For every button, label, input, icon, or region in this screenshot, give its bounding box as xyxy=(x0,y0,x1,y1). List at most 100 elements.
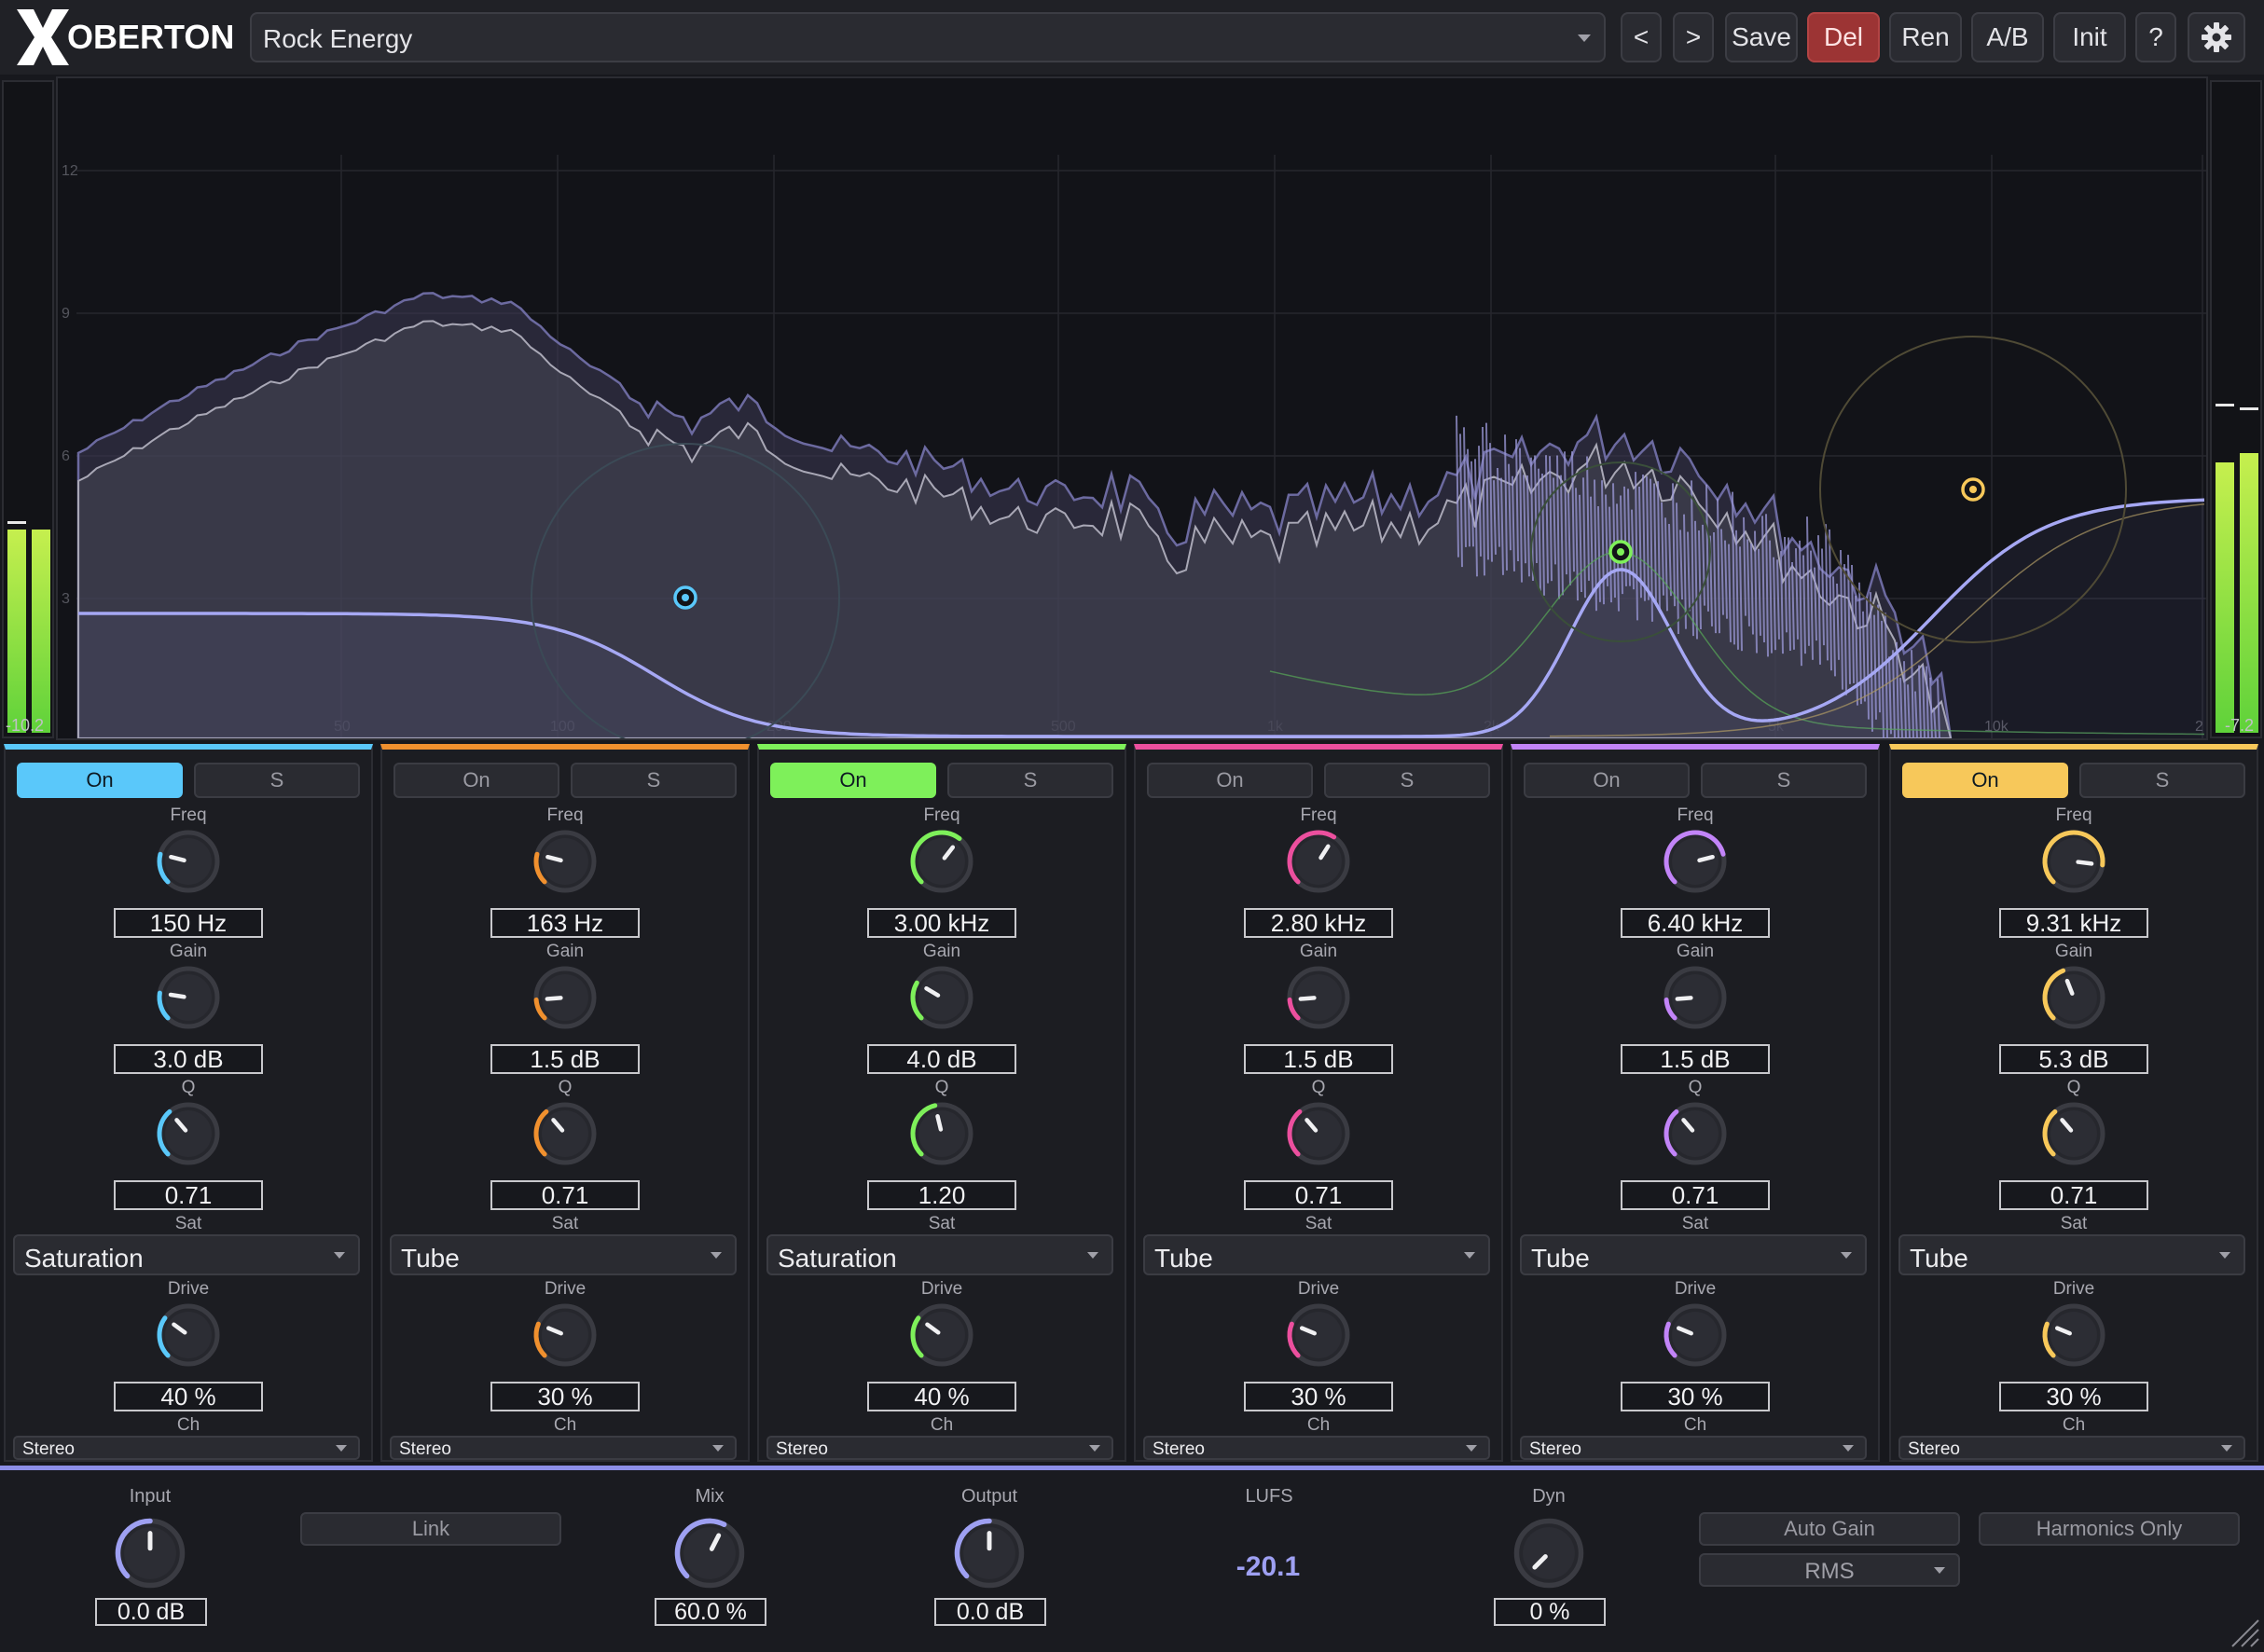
dyn-value[interactable]: 0 % xyxy=(1494,1598,1606,1626)
saturation-type-dropdown[interactable]: Tube xyxy=(1143,1234,1490,1275)
channel-dropdown[interactable]: Stereo xyxy=(13,1436,360,1460)
save-button[interactable]: Save xyxy=(1725,12,1798,62)
q-knob[interactable] xyxy=(1662,1100,1729,1167)
q-value[interactable]: 0.71 xyxy=(490,1180,640,1210)
q-knob[interactable] xyxy=(1285,1100,1352,1167)
freq-value[interactable]: 163 Hz xyxy=(490,908,640,938)
drive-knob[interactable] xyxy=(155,1301,222,1369)
band-on-toggle[interactable]: On xyxy=(1524,763,1690,798)
freq-knob[interactable] xyxy=(155,828,222,895)
output-knob[interactable] xyxy=(952,1516,1027,1590)
band-on-toggle[interactable]: On xyxy=(393,763,559,798)
channel-dropdown[interactable]: Stereo xyxy=(1143,1436,1490,1460)
band-on-toggle[interactable]: On xyxy=(1147,763,1313,798)
gain-value[interactable]: 3.0 dB xyxy=(114,1044,263,1074)
freq-knob[interactable] xyxy=(531,828,599,895)
saturation-type-dropdown[interactable]: Tube xyxy=(1520,1234,1867,1275)
gain-knob[interactable] xyxy=(155,964,222,1031)
saturation-type-dropdown[interactable]: Tube xyxy=(390,1234,737,1275)
rename-button[interactable]: Ren xyxy=(1889,12,1962,62)
q-knob[interactable] xyxy=(2040,1100,2107,1167)
freq-knob[interactable] xyxy=(1285,828,1352,895)
saturation-type-dropdown[interactable]: Saturation xyxy=(766,1234,1113,1275)
prev-preset-button[interactable]: < xyxy=(1621,12,1662,62)
dyn-knob[interactable] xyxy=(1512,1516,1586,1590)
mix-value[interactable]: 60.0 % xyxy=(655,1598,766,1626)
resize-handle-icon[interactable] xyxy=(2229,1617,2260,1648)
gain-value[interactable]: 1.5 dB xyxy=(1621,1044,1770,1074)
freq-knob[interactable] xyxy=(908,828,975,895)
next-preset-button[interactable]: > xyxy=(1673,12,1714,62)
freq-knob[interactable] xyxy=(1662,828,1729,895)
link-button[interactable]: Link xyxy=(300,1512,561,1546)
channel-dropdown[interactable]: Stereo xyxy=(1898,1436,2245,1460)
band-solo-toggle[interactable]: S xyxy=(194,763,360,798)
q-value[interactable]: 1.20 xyxy=(867,1180,1016,1210)
band-solo-toggle[interactable]: S xyxy=(947,763,1113,798)
saturation-type-dropdown[interactable]: Saturation xyxy=(13,1234,360,1275)
band-solo-toggle[interactable]: S xyxy=(571,763,737,798)
drive-knob[interactable] xyxy=(908,1301,975,1369)
band-1-node[interactable] xyxy=(673,585,697,610)
mix-knob[interactable] xyxy=(672,1516,747,1590)
gain-knob[interactable] xyxy=(531,964,599,1031)
drive-knob[interactable] xyxy=(1662,1301,1729,1369)
settings-button[interactable] xyxy=(2188,12,2245,62)
q-value[interactable]: 0.71 xyxy=(1244,1180,1393,1210)
gain-value[interactable]: 4.0 dB xyxy=(867,1044,1016,1074)
freq-value[interactable]: 6.40 kHz xyxy=(1621,908,1770,938)
init-button[interactable]: Init xyxy=(2053,12,2126,62)
delete-button[interactable]: Del xyxy=(1807,12,1880,62)
band-3-node[interactable] xyxy=(1608,540,1633,564)
gain-value[interactable]: 5.3 dB xyxy=(1999,1044,2148,1074)
q-value[interactable]: 0.71 xyxy=(1621,1180,1770,1210)
q-value[interactable]: 0.71 xyxy=(114,1180,263,1210)
auto-gain-button[interactable]: Auto Gain xyxy=(1699,1512,1960,1546)
q-knob[interactable] xyxy=(155,1100,222,1167)
q-knob[interactable] xyxy=(908,1100,975,1167)
drive-knob[interactable] xyxy=(2040,1301,2107,1369)
input-value[interactable]: 0.0 dB xyxy=(95,1598,207,1626)
ab-compare-button[interactable]: A/B xyxy=(1971,12,2044,62)
band-solo-toggle[interactable]: S xyxy=(2079,763,2245,798)
gain-knob[interactable] xyxy=(1662,964,1729,1031)
band-solo-toggle[interactable]: S xyxy=(1324,763,1490,798)
channel-dropdown[interactable]: Stereo xyxy=(390,1436,737,1460)
gain-knob[interactable] xyxy=(908,964,975,1031)
freq-knob[interactable] xyxy=(2040,828,2107,895)
drive-value[interactable]: 40 % xyxy=(867,1382,1016,1411)
gain-value[interactable]: 1.5 dB xyxy=(490,1044,640,1074)
drive-knob[interactable] xyxy=(531,1301,599,1369)
band-on-toggle[interactable]: On xyxy=(770,763,936,798)
gain-value[interactable]: 1.5 dB xyxy=(1244,1044,1393,1074)
drive-knob[interactable] xyxy=(1285,1301,1352,1369)
q-value[interactable]: 0.71 xyxy=(1999,1180,2148,1210)
drive-value[interactable]: 30 % xyxy=(1999,1382,2148,1411)
drive-value[interactable]: 30 % xyxy=(1621,1382,1770,1411)
harmonics-only-button[interactable]: Harmonics Only xyxy=(1979,1512,2240,1546)
gain-knob[interactable] xyxy=(2040,964,2107,1031)
detection-mode-dropdown[interactable]: RMS xyxy=(1699,1553,1960,1587)
freq-value[interactable]: 9.31 kHz xyxy=(1999,908,2148,938)
output-value[interactable]: 0.0 dB xyxy=(934,1598,1046,1626)
drive-value[interactable]: 30 % xyxy=(1244,1382,1393,1411)
input-knob[interactable] xyxy=(113,1516,187,1590)
freq-value[interactable]: 3.00 kHz xyxy=(867,908,1016,938)
help-button[interactable]: ? xyxy=(2135,12,2176,62)
channel-dropdown[interactable]: Stereo xyxy=(1520,1436,1867,1460)
q-knob[interactable] xyxy=(531,1100,599,1167)
band-solo-toggle[interactable]: S xyxy=(1701,763,1867,798)
channel-dropdown[interactable]: Stereo xyxy=(766,1436,1113,1460)
freq-value[interactable]: 150 Hz xyxy=(114,908,263,938)
drive-value[interactable]: 40 % xyxy=(114,1382,263,1411)
band-6-node[interactable] xyxy=(1961,477,1985,502)
drive-value[interactable]: 30 % xyxy=(490,1382,640,1411)
freq-value[interactable]: 2.80 kHz xyxy=(1244,908,1393,938)
saturation-type-dropdown[interactable]: Tube xyxy=(1898,1234,2245,1275)
band-on-toggle[interactable]: On xyxy=(1902,763,2068,798)
preset-selector[interactable]: Rock Energy xyxy=(250,12,1606,62)
gain-knob[interactable] xyxy=(1285,964,1352,1031)
band-on-toggle[interactable]: On xyxy=(17,763,183,798)
